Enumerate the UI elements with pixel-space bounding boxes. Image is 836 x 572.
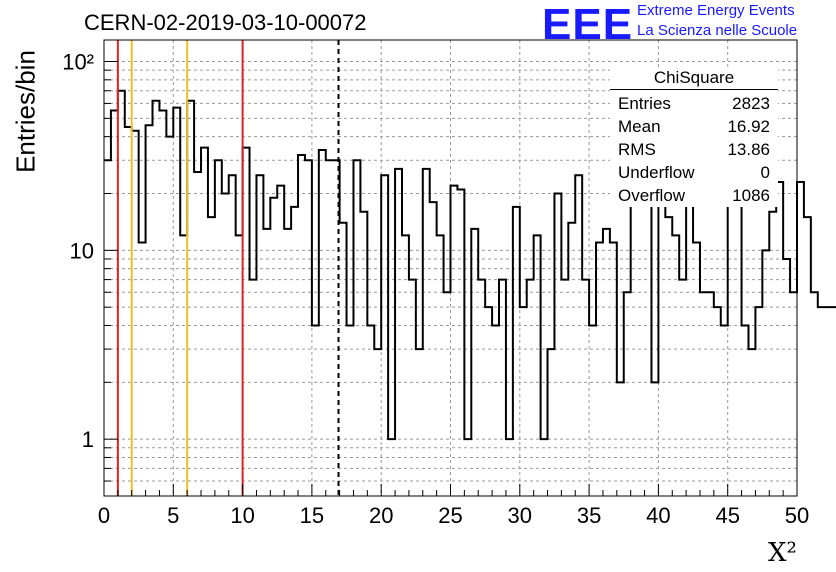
stats-value: 13.86 — [727, 140, 770, 159]
stats-label: Mean — [618, 117, 661, 136]
stats-title: ChiSquare — [610, 68, 778, 90]
histogram-line — [104, 89, 836, 441]
eee-logo-line1: Extreme Energy Events — [637, 2, 795, 19]
y-tick-label: 1 — [82, 427, 94, 452]
x-tick-label: 35 — [577, 503, 601, 528]
x-tick-label: 15 — [300, 503, 324, 528]
stats-value: 16.92 — [727, 117, 770, 136]
stats-row-entries: Entries 2823 — [610, 92, 778, 115]
stats-label: Overflow — [618, 186, 686, 205]
stats-box: ChiSquare Entries 2823 Mean 16.92 RMS 13… — [610, 68, 778, 207]
stats-label: RMS — [618, 140, 656, 159]
eee-logo: EEE — [542, 0, 634, 49]
x-tick-label: 45 — [715, 503, 739, 528]
stats-value: 2823 — [732, 94, 770, 113]
eee-logo-line2: La Scienza nelle Scuole — [637, 22, 798, 39]
stats-value: 0 — [760, 163, 770, 182]
x-tick-label: 25 — [438, 503, 462, 528]
y-tick-label: 10² — [62, 50, 94, 75]
x-tick-label: 50 — [785, 503, 809, 528]
stats-row-rms: RMS 13.86 — [610, 138, 778, 161]
x-tick-label: 40 — [646, 503, 670, 528]
stats-row-mean: Mean 16.92 — [610, 115, 778, 138]
y-axis-label: Entries/bin — [10, 50, 41, 173]
x-tick-label: 20 — [369, 503, 393, 528]
x-tick-label: 10 — [230, 503, 254, 528]
stats-row-underflow: Underflow 0 — [610, 161, 778, 184]
x-tick-label: 30 — [508, 503, 532, 528]
x-tick-label: 5 — [167, 503, 179, 528]
x-axis-label: X² — [768, 538, 797, 568]
chart-title: CERN-02-2019-03-10-00072 — [84, 10, 367, 35]
stats-value: 1086 — [732, 186, 770, 205]
stats-row-overflow: Overflow 1086 — [610, 184, 778, 207]
x-tick-label: 0 — [98, 503, 110, 528]
stats-label: Underflow — [618, 163, 695, 182]
stats-label: Entries — [618, 94, 671, 113]
y-tick-label: 10 — [70, 238, 94, 263]
